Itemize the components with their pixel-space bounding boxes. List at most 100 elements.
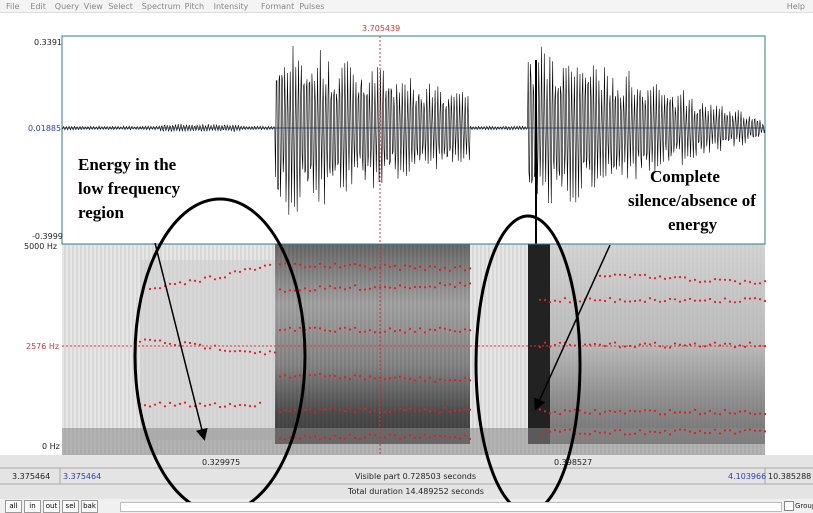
- formant-dot: [464, 434, 466, 436]
- formant-dot: [309, 266, 311, 268]
- formant-dot: [589, 344, 591, 346]
- formant-dot: [399, 376, 401, 378]
- zoom-button[interactable]: out: [43, 500, 60, 513]
- interval-label: 0.329975: [202, 458, 240, 467]
- formant-dot: [359, 331, 361, 333]
- zoom-button[interactable]: all: [5, 500, 22, 513]
- formant-dot: [384, 286, 386, 288]
- formant-dot: [659, 301, 661, 303]
- formant-dot: [334, 407, 336, 409]
- formant-dot: [259, 402, 261, 404]
- formant-dot: [669, 409, 671, 411]
- formant-dot: [394, 376, 396, 378]
- formant-dot: [214, 402, 216, 404]
- formant-dot: [724, 429, 726, 431]
- formant-dot: [149, 339, 151, 341]
- formant-dot: [654, 342, 656, 344]
- formant-dot: [394, 287, 396, 289]
- formant-dot: [544, 342, 546, 344]
- formant-dot: [454, 286, 456, 288]
- formant-dot: [159, 339, 161, 341]
- formant-dot: [604, 345, 606, 347]
- zoom-button[interactable]: sel: [62, 500, 79, 513]
- formant-dot: [664, 413, 666, 415]
- formant-dot: [349, 408, 351, 410]
- formant-dot: [354, 437, 356, 439]
- formant-dot: [339, 437, 341, 439]
- formant-dot: [309, 290, 311, 292]
- formant-dot: [759, 413, 761, 415]
- formant-dot: [674, 430, 676, 432]
- time-label: 4.103966: [728, 472, 766, 481]
- formant-dot: [544, 410, 546, 412]
- spec-region: [140, 260, 275, 440]
- annotation: silence/absence of: [628, 191, 756, 210]
- formant-dot: [659, 275, 661, 277]
- formant-dot: [349, 287, 351, 289]
- formant-dot: [154, 287, 156, 289]
- formant-dot: [409, 287, 411, 289]
- zoom-button[interactable]: bak: [81, 500, 98, 513]
- group-checkbox[interactable]: [784, 501, 794, 511]
- formant-dot: [159, 287, 161, 289]
- formant-dot: [664, 300, 666, 302]
- formant-dot: [699, 281, 701, 283]
- formant-dot: [209, 275, 211, 277]
- formant-dot: [369, 375, 371, 377]
- formant-dot: [689, 343, 691, 345]
- formant-dot: [554, 300, 556, 302]
- formant-dot: [704, 280, 706, 282]
- formant-dot: [319, 409, 321, 411]
- formant-dot: [604, 411, 606, 413]
- formant-dot: [584, 433, 586, 435]
- formant-dot: [389, 327, 391, 329]
- formant-dot: [309, 436, 311, 438]
- formant-dot: [279, 411, 281, 413]
- formant-dot: [679, 301, 681, 303]
- formant-dot: [439, 327, 441, 329]
- formant-dot: [404, 409, 406, 411]
- formant-dot: [159, 402, 161, 404]
- formant-dot: [169, 402, 171, 404]
- formant-dot: [634, 410, 636, 412]
- formant-dot: [369, 434, 371, 436]
- zoom-button[interactable]: in: [24, 500, 41, 513]
- formant-dot: [249, 268, 251, 270]
- time-label: 3.375464: [12, 472, 50, 481]
- formant-dot: [639, 274, 641, 276]
- formant-dot: [724, 409, 726, 411]
- formant-dot: [664, 278, 666, 280]
- formant-dot: [599, 344, 601, 346]
- formant-dot: [589, 413, 591, 415]
- freq-label: 0 Hz: [42, 442, 60, 451]
- scrollbar[interactable]: [120, 502, 782, 512]
- formant-dot: [649, 409, 651, 411]
- formant-dot: [279, 437, 281, 439]
- formant-dot: [349, 434, 351, 436]
- formant-dot: [764, 345, 766, 347]
- formant-dot: [624, 274, 626, 276]
- formant-dot: [329, 438, 331, 440]
- formant-dot: [264, 353, 266, 355]
- formant-dot: [464, 377, 466, 379]
- formant-dot: [759, 430, 761, 432]
- formant-dot: [609, 297, 611, 299]
- formant-dot: [704, 412, 706, 414]
- formant-dot: [294, 330, 296, 332]
- formant-dot: [464, 269, 466, 271]
- formant-dot: [599, 299, 601, 301]
- formant-dot: [579, 409, 581, 411]
- formant-dot: [729, 343, 731, 345]
- formant-dot: [654, 277, 656, 279]
- formant-dot: [584, 343, 586, 345]
- formant-dot: [454, 436, 456, 438]
- formant-dot: [459, 265, 461, 267]
- formant-dot: [679, 411, 681, 413]
- formant-dot: [469, 267, 471, 269]
- formant-dot: [324, 288, 326, 290]
- formant-dot: [329, 408, 331, 410]
- formant-dot: [709, 344, 711, 346]
- formant-dot: [219, 277, 221, 279]
- formant-dot: [409, 434, 411, 436]
- formant-dot: [449, 270, 451, 272]
